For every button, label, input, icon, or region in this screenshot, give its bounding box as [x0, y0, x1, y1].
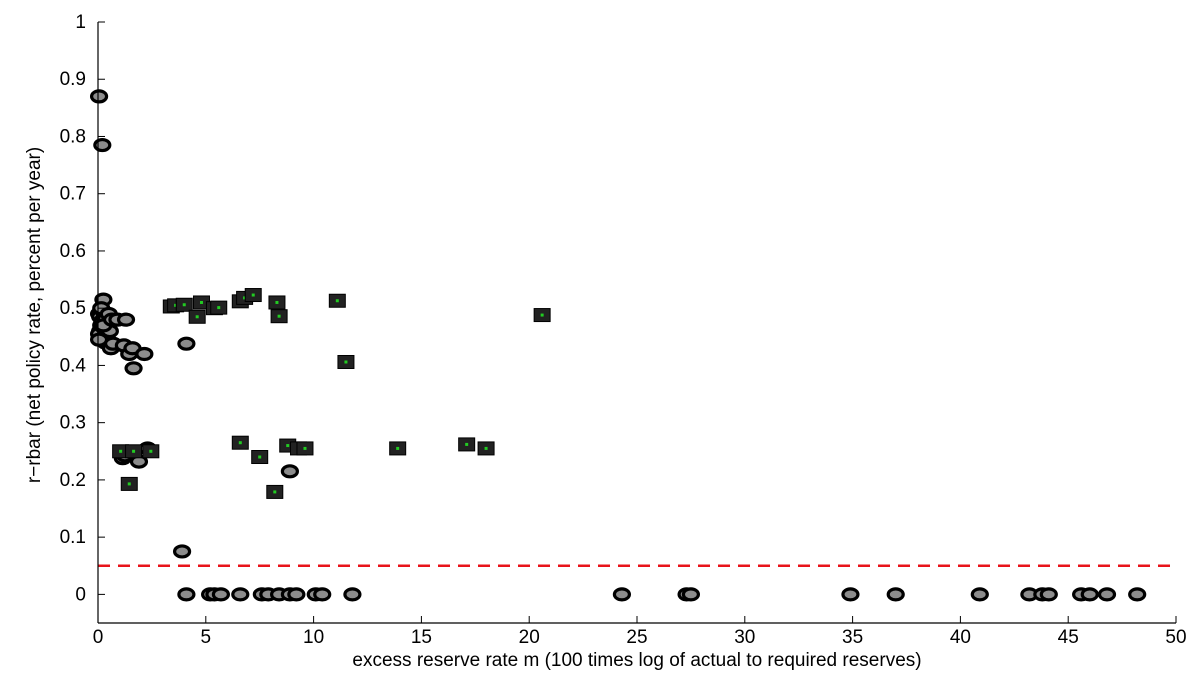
y-axis-label: r−rbar (net policy rate, percent per yea…: [24, 147, 45, 483]
data-point-circle: [177, 336, 196, 351]
data-point-square: [188, 309, 206, 324]
square-marker-center: [335, 299, 339, 303]
square-marker-center: [540, 313, 544, 317]
square-marker-center: [149, 449, 153, 453]
data-point-square: [142, 444, 160, 459]
data-point-square: [337, 354, 355, 369]
x-tick-label: 30: [734, 627, 755, 648]
data-point-circle: [1097, 587, 1117, 602]
y-tick-label: 0.2: [60, 470, 86, 491]
square-marker-center: [275, 300, 279, 304]
data-point-square: [533, 308, 551, 323]
square-marker-center: [238, 441, 242, 445]
data-point-square: [296, 441, 314, 456]
data-point-square: [458, 437, 476, 452]
square-marker-center: [258, 455, 262, 459]
square-marker-center: [344, 360, 348, 364]
data-point-square: [125, 444, 143, 459]
data-point-circle: [287, 587, 306, 602]
plot-area: [89, 89, 1176, 602]
series-circle: [89, 89, 1147, 602]
data-point-square: [266, 484, 284, 499]
square-marker-center: [195, 315, 199, 319]
y-tick-label: 0.4: [60, 355, 87, 376]
data-point-square: [112, 444, 130, 459]
x-tick-label: 35: [842, 627, 863, 648]
y-tick-label: 0.3: [60, 413, 86, 434]
data-point-circle: [124, 361, 143, 376]
data-point-square: [251, 450, 269, 465]
x-tick-label: 15: [411, 627, 432, 648]
square-marker-center: [277, 314, 281, 318]
x-tick-label: 50: [1165, 627, 1186, 648]
data-point-square: [268, 295, 286, 310]
data-point-square: [389, 441, 407, 456]
square-marker-center: [303, 446, 307, 450]
data-point-square: [210, 300, 228, 315]
square-marker-center: [251, 293, 255, 297]
y-tick-label: 0.8: [60, 126, 86, 147]
data-point-square: [175, 297, 193, 312]
x-tick-label: 20: [519, 627, 540, 648]
data-point-circle: [280, 464, 299, 479]
tick-labels: 0 5 10 15 20 25 30 35 40 45 50 0 0.1 0.2 0.3 0.4 0.5 0.6 0…: [60, 12, 1187, 648]
y-tick-label: 0.7: [60, 184, 86, 205]
x-tick-label: 5: [201, 627, 212, 648]
x-axis-label: excess reserve rate m (100 times log of …: [352, 650, 921, 671]
square-marker-center: [174, 303, 178, 307]
data-point-circle: [343, 587, 362, 602]
data-point-circle: [1128, 587, 1147, 602]
y-tick-label: 1: [75, 12, 86, 33]
y-tick-label: 0.6: [60, 241, 86, 262]
data-point-circle: [116, 312, 136, 327]
x-tick-label: 45: [1058, 627, 1079, 648]
square-marker-center: [127, 482, 131, 486]
square-marker-center: [484, 446, 488, 450]
square-marker-center: [199, 300, 203, 304]
series-square: [112, 288, 551, 499]
data-point-circle: [89, 89, 109, 104]
square-marker-center: [286, 444, 290, 448]
data-point-circle: [313, 587, 332, 602]
data-point-square: [244, 288, 262, 303]
data-point-circle: [93, 137, 112, 153]
data-point-square: [270, 309, 288, 324]
x-tick-label: 25: [626, 627, 647, 648]
data-point-circle: [1039, 587, 1058, 602]
data-point-circle: [841, 587, 860, 602]
square-marker-center: [182, 303, 186, 307]
y-tick-label: 0.1: [60, 527, 86, 548]
axes: [97, 21, 1177, 624]
y-tick-label: 0: [75, 584, 86, 605]
data-point-circle: [970, 587, 989, 602]
data-point-circle: [681, 587, 701, 602]
data-point-circle: [231, 587, 250, 602]
data-point-circle: [172, 544, 192, 559]
square-marker-center: [217, 306, 221, 310]
x-tick-label: 10: [303, 627, 324, 648]
square-marker-center: [243, 296, 247, 300]
data-point-circle: [135, 346, 154, 362]
square-marker-center: [396, 446, 400, 450]
y-tick-label: 0.5: [60, 298, 86, 319]
data-point-square: [477, 441, 495, 456]
data-point-circle: [177, 587, 196, 602]
square-marker-center: [273, 490, 277, 494]
data-point-circle: [1080, 587, 1099, 602]
data-point-square: [120, 476, 138, 491]
data-point-circle: [211, 587, 230, 602]
x-tick-label: 0: [93, 627, 104, 648]
data-point-circle: [612, 587, 632, 602]
x-tick-label: 40: [950, 627, 971, 648]
square-marker-center: [119, 449, 123, 453]
data-point-square: [328, 293, 346, 308]
data-point-square: [231, 435, 249, 450]
y-tick-label: 0.9: [60, 69, 86, 90]
data-point-circle: [886, 587, 905, 602]
square-marker-center: [465, 442, 469, 446]
square-marker-center: [132, 449, 136, 453]
